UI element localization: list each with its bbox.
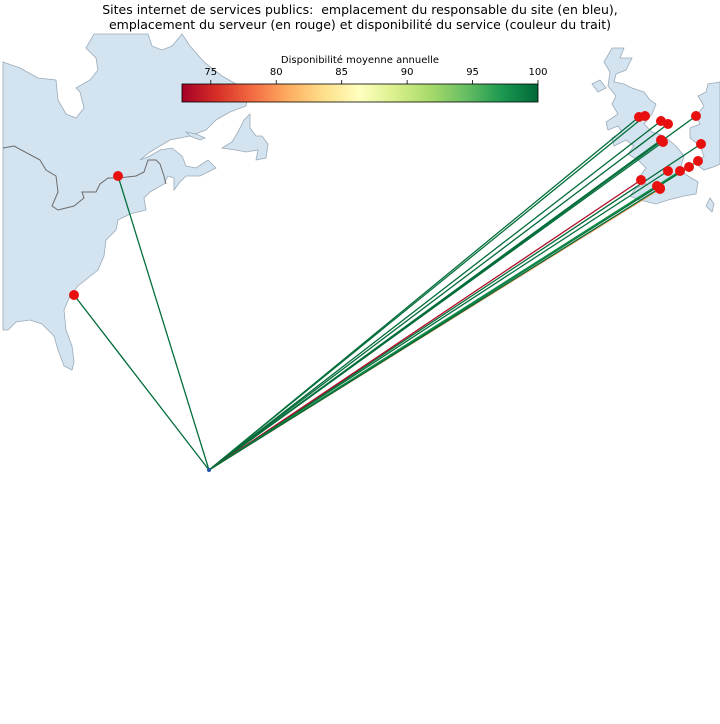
land-hebrides: [591, 79, 607, 93]
connection-lines: [73, 115, 702, 471]
land-channel-islands: [705, 197, 715, 213]
server-marker: [693, 156, 703, 166]
connection-line: [73, 294, 210, 471]
colorbar-tick-label: 100: [528, 67, 547, 78]
connection-line: [208, 179, 642, 471]
connection-line: [208, 170, 669, 471]
map-title-line-1: Sites internet de services publics: empl…: [102, 2, 618, 17]
server-marker: [691, 111, 701, 121]
connection-line: [208, 115, 697, 471]
border-canada-us: [2, 145, 167, 211]
colorbar-tick-label: 85: [335, 67, 348, 78]
connection-line: [208, 115, 646, 471]
colorbar-gradient: [181, 83, 539, 103]
server-marker: [675, 166, 685, 176]
server-marker: [663, 166, 673, 176]
server-marker: [684, 162, 694, 172]
colorbar-tick-label: 90: [401, 67, 414, 78]
colorbar-tick-label: 95: [466, 67, 479, 78]
colorbar-tick-label: 80: [270, 67, 283, 78]
land-great-britain: [603, 47, 699, 205]
connection-line: [117, 175, 210, 471]
origin-marker: [207, 468, 211, 472]
connection-line: [208, 187, 661, 471]
connection-line: [208, 120, 662, 471]
connection-line: [208, 123, 669, 471]
server-marker: [658, 137, 668, 147]
server-marker: [640, 111, 650, 121]
server-marker: [636, 175, 646, 185]
colorbar-label: Disponibilité moyenne annuelle: [281, 54, 439, 66]
land-anticosti: [184, 131, 207, 141]
server-marker: [69, 290, 79, 300]
colorbar-tick-label: 75: [204, 67, 217, 78]
origin-markers: [207, 468, 211, 472]
land-newfoundland: [220, 113, 269, 161]
map-title-line-2: emplacement du serveur (en rouge) et dis…: [108, 17, 612, 32]
server-marker: [696, 139, 706, 149]
colorbar: Disponibilité moyenne annuelle 75 80 85 90 95…: [181, 54, 548, 103]
server-marker: [663, 119, 673, 129]
server-marker: [113, 171, 123, 181]
server-marker: [655, 183, 665, 193]
land-continental-europe: [689, 81, 720, 171]
server-markers: [69, 111, 706, 300]
